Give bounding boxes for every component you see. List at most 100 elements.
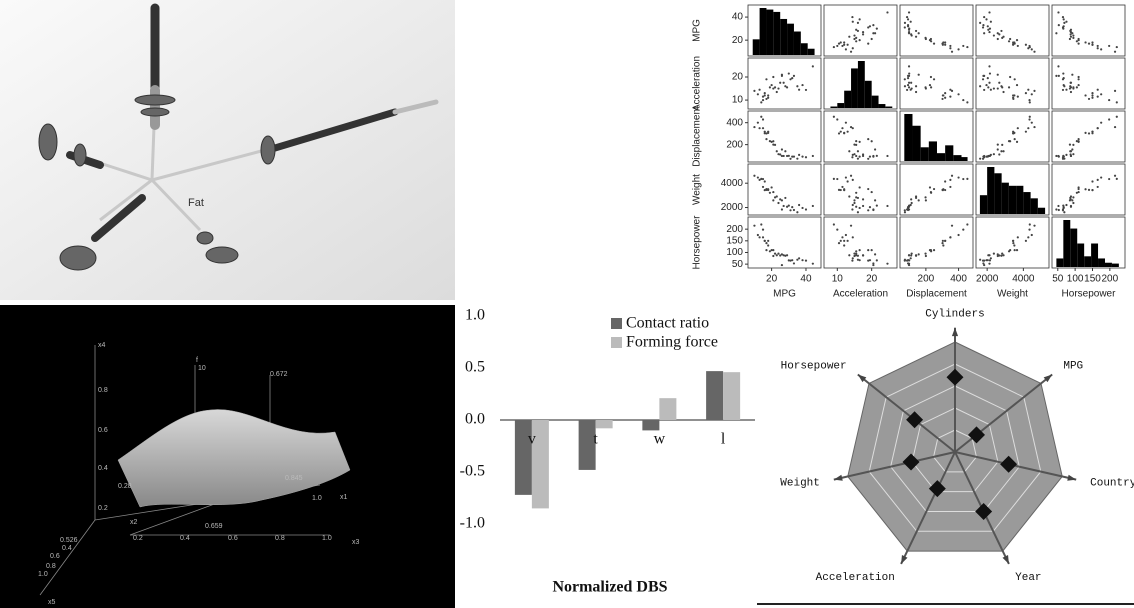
scatter-point [758,236,760,238]
scatter-point [966,178,968,180]
scatter-point [862,205,864,207]
scatter-point [908,32,910,34]
scatter-point [848,195,850,197]
scatter-point [847,131,849,133]
histogram-bar [837,103,844,108]
scatter-point [867,188,869,190]
scatter-point [801,84,803,86]
scatter-point [757,122,759,124]
scatter-point [1002,91,1004,93]
matrix-cell [1052,111,1125,162]
scatter-point [997,74,999,76]
scatter-point [1114,90,1116,92]
scatter-point [1033,51,1035,53]
scatter-point [904,78,906,80]
scatter-point [930,86,932,88]
scatter-point [772,144,774,146]
scatter-point [859,207,861,209]
scatter-point [767,244,769,246]
scatter-point [781,199,783,201]
scatter-point [757,93,759,95]
scatter-point [788,259,790,261]
scatter-point [796,85,798,87]
scatter-point [1013,244,1015,246]
scatter-point [1084,94,1086,96]
scatter-point [1072,86,1074,88]
scatter-point [853,34,855,36]
scatter-point [907,75,909,77]
scatter-point [777,87,779,89]
scatter-point [871,140,873,142]
scatter-point [910,198,912,200]
histogram-bar [808,49,815,55]
scatter-point [757,234,759,236]
scatter-point [1001,144,1003,146]
scatter-point [874,148,876,150]
scatter-point [762,127,764,129]
scatter-point [798,257,800,259]
scatter-point [757,176,759,178]
y-tick-label: 1.0 [465,307,485,324]
scatter-point [853,202,855,204]
surface-label: 0.8 [275,535,285,542]
surface-label: 0.6 [98,427,108,434]
scatter-point [1078,76,1080,78]
scatter-point [1070,150,1072,152]
scatter-point [1108,178,1110,180]
scatter-point [904,209,906,211]
scatter-point [1097,89,1099,91]
histogram-bar [1112,264,1119,267]
matrix-cell [900,164,973,215]
scatter-point [1017,127,1019,129]
scatter-point [990,89,992,91]
histogram-bar [1002,183,1009,214]
scatter-point [869,259,871,261]
scatter-point [1033,90,1035,92]
surface-label: x1 [340,494,348,501]
scatter-point [1012,242,1014,244]
scatter-point [1071,74,1073,76]
matrix-cell [976,58,1049,109]
scatter-point [983,32,985,34]
histogram-bar [858,61,865,108]
scatter-point [765,242,767,244]
axis-arrow [952,328,958,336]
scatter-point [1078,138,1080,140]
y-tick-label: 20 [732,35,744,46]
scatter-point [796,211,798,213]
scatter-point [862,254,864,256]
scatter-point [836,45,838,47]
scatter-point [1062,72,1064,74]
scatter-point [876,205,878,207]
scatter-point [1012,132,1014,134]
scatter-point [852,154,854,156]
scatter-point [907,84,909,86]
scatter-point [1000,255,1002,257]
surface-label: 0.4 [62,545,72,552]
scatter-point [1062,16,1064,18]
scatter-point [1062,205,1064,207]
scatter-point [786,254,788,256]
scatter-point [1114,51,1116,53]
scatter-point [1065,204,1067,206]
scatter-point [871,38,873,40]
scatter-point [966,101,968,103]
scatter-point [1091,92,1093,94]
scatter-point [876,259,878,261]
scatter-point [762,118,764,120]
scatter-point [805,208,807,210]
bar [723,372,740,420]
scatter-point [847,44,849,46]
scatter-point [1014,138,1016,140]
scatter-point [983,260,985,262]
matrix-cell [748,58,821,109]
scatter-point [857,158,859,160]
matrix-cell [824,111,897,162]
scatter-point [862,31,864,33]
y-axis-label: Weight [692,174,703,205]
scatter-point [997,87,999,89]
legend-swatch [611,337,622,348]
histogram-bar [929,141,937,161]
scatter-point [1084,188,1086,190]
scatter-point [924,196,926,198]
